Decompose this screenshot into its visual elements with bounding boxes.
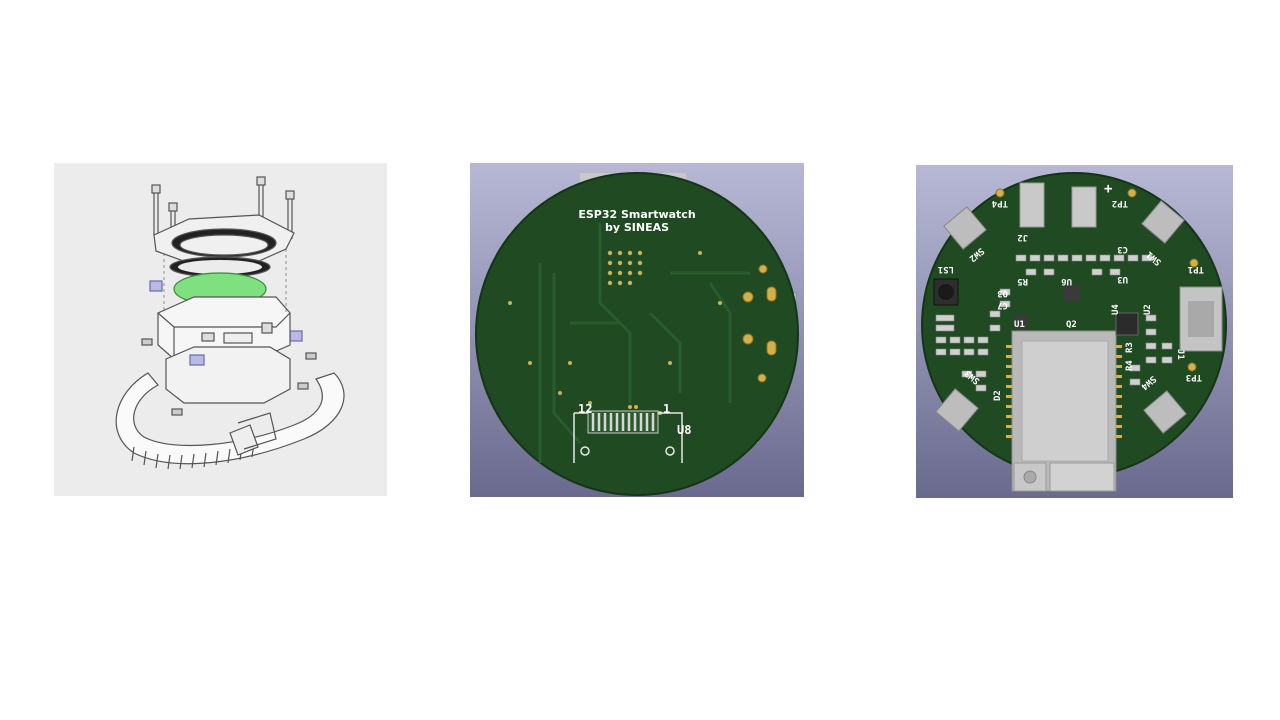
label-u3: U3 [1117, 274, 1128, 284]
label-plus: + [1104, 181, 1112, 197]
pcb-back-render-icon: ESP32 Smartwatch by SINEAS 12 1 [470, 163, 804, 497]
label-tp3: TP3 [1186, 372, 1202, 382]
pin-label-left: 12 [578, 402, 592, 416]
board-title-line2: by SINEAS [605, 221, 669, 234]
label-u1: U1 [1014, 320, 1025, 330]
label-j1: J1 [1175, 349, 1185, 360]
label-c7: C7 [997, 300, 1008, 310]
screw [151, 184, 161, 235]
label-q3: Q3 [997, 288, 1008, 298]
label-tp2: TP2 [1112, 198, 1128, 208]
label-u2: U2 [1143, 304, 1153, 315]
board-title-line1: ESP32 Smartwatch [578, 208, 695, 221]
esp32-module [1006, 330, 1122, 492]
label-u6: U6 [1061, 276, 1072, 286]
label-ls1: LS1 [938, 264, 954, 274]
label-u4: U4 [1111, 304, 1121, 315]
label-tp4: TP4 [991, 198, 1008, 208]
pin-label-right: 1 [663, 402, 670, 416]
label-tp1: TP1 [1188, 264, 1204, 274]
label-r3: R3 [1125, 342, 1135, 353]
fpc-connector [573, 405, 683, 463]
connector-ref: U8 [677, 423, 691, 437]
watch-exploded-drawing-icon [54, 163, 387, 496]
pcb-front-render-icon: TP4 TP2 TP1 TP3 J2 J1 SW2 SW1 SW3 SW4 LS… [916, 165, 1233, 498]
pcb-back-panel: ESP32 Smartwatch by SINEAS 12 1 [470, 163, 804, 497]
label-q2: Q2 [1066, 320, 1077, 330]
label-r5: R5 [1017, 276, 1028, 286]
pcb-front-panel: TP4 TP2 TP1 TP3 J2 J1 SW2 SW1 SW3 SW4 LS… [916, 165, 1233, 498]
label-c3: C3 [1117, 244, 1128, 254]
label-j2: J2 [1017, 232, 1028, 242]
exploded-view-panel [54, 163, 387, 496]
label-r4: R4 [1125, 360, 1135, 371]
label-d2: D2 [993, 390, 1003, 401]
